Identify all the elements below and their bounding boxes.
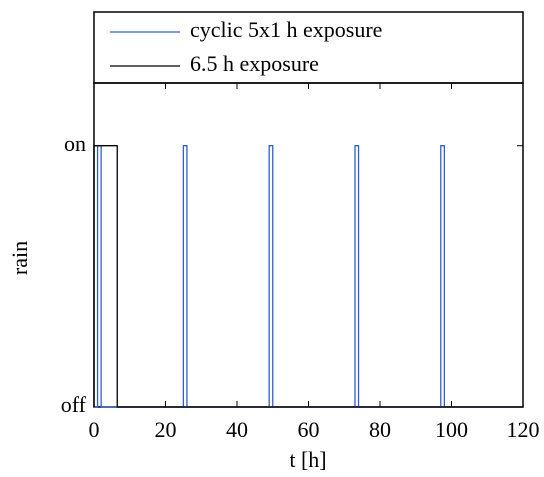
x-axis-label: t [h] [289, 447, 326, 472]
x-tick-label: 20 [155, 417, 177, 442]
x-tick-label: 100 [435, 417, 468, 442]
plot-frame [93, 82, 524, 408]
legend-label: cyclic 5x1 h exposure [190, 17, 382, 42]
x-tick-label: 80 [369, 417, 391, 442]
legend-label: 6.5 h exposure [190, 51, 319, 76]
y-axis-label: rain [7, 241, 32, 275]
x-tick-label: 0 [89, 417, 100, 442]
series-line [93, 145, 523, 408]
x-tick-label: 120 [507, 417, 540, 442]
series-line [94, 145, 523, 408]
x-tick-label: 60 [298, 417, 320, 442]
y-tick-label: off [61, 392, 87, 417]
x-tick-label: 40 [226, 417, 248, 442]
y-tick-label: on [64, 131, 86, 156]
